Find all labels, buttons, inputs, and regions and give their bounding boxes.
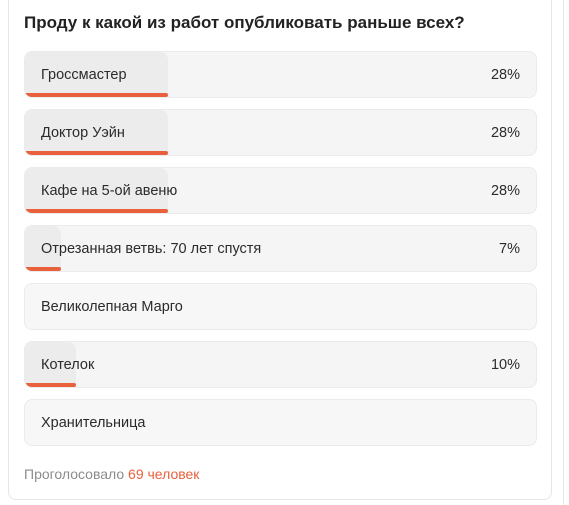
voters-count-link[interactable]: 69 человек [128, 466, 200, 482]
poll-option-cafe[interactable]: Кафе на 5-ой авеню 28% [24, 167, 537, 214]
poll-option-margo[interactable]: Великолепная Марго [24, 283, 537, 330]
scroll-edge [563, 0, 564, 505]
poll-option-kotelok[interactable]: Котелок 10% [24, 341, 537, 388]
poll-option-doctor-wayne[interactable]: Доктор Уэйн 28% [24, 109, 537, 156]
option-fill [25, 110, 168, 155]
option-label: Кафе на 5-ой авеню [41, 183, 178, 199]
option-label: Котелок [41, 357, 95, 373]
poll-option-keeper[interactable]: Хранительница [24, 399, 537, 446]
option-label: Гроссмастер [41, 67, 127, 83]
option-label: Великолепная Марго [41, 299, 183, 315]
option-percent: 7% [499, 241, 520, 257]
voters-label: Проголосовало [24, 466, 125, 482]
option-progress-bar [25, 151, 168, 155]
option-fill [25, 226, 61, 271]
option-percent: 10% [490, 357, 520, 373]
poll-option-cut-branch[interactable]: Отрезанная ветвь: 70 лет спустя 7% [24, 225, 537, 272]
option-fill [25, 168, 168, 213]
option-label: Хранительница [41, 415, 146, 431]
option-label: Отрезанная ветвь: 70 лет спустя [41, 241, 262, 257]
option-progress-bar [25, 209, 168, 213]
option-percent: 28% [490, 125, 520, 141]
option-progress-bar [25, 93, 168, 97]
poll-footer: Проголосовало 69 человек [24, 466, 199, 482]
option-progress-bar [25, 267, 61, 271]
option-progress-bar [25, 383, 76, 387]
option-fill [25, 342, 76, 387]
option-percent: 28% [490, 183, 520, 199]
option-fill [25, 52, 168, 97]
poll-question: Проду к какой из работ опубликовать рань… [24, 13, 465, 32]
poll-options: Гроссмастер 28% Доктор Уэйн 28% Кафе на … [24, 51, 537, 457]
option-label: Доктор Уэйн [41, 125, 125, 141]
option-percent: 28% [490, 67, 520, 83]
poll-option-grossmaster[interactable]: Гроссмастер 28% [24, 51, 537, 98]
